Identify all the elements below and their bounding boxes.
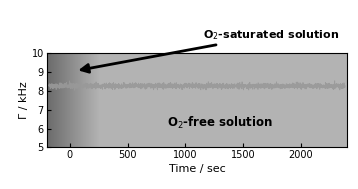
Y-axis label: Γ / kHz: Γ / kHz (19, 81, 29, 119)
Text: O$_2$-free solution: O$_2$-free solution (167, 115, 273, 131)
Text: O$_2$-saturated solution: O$_2$-saturated solution (81, 28, 339, 72)
X-axis label: Time / sec: Time / sec (169, 164, 225, 174)
